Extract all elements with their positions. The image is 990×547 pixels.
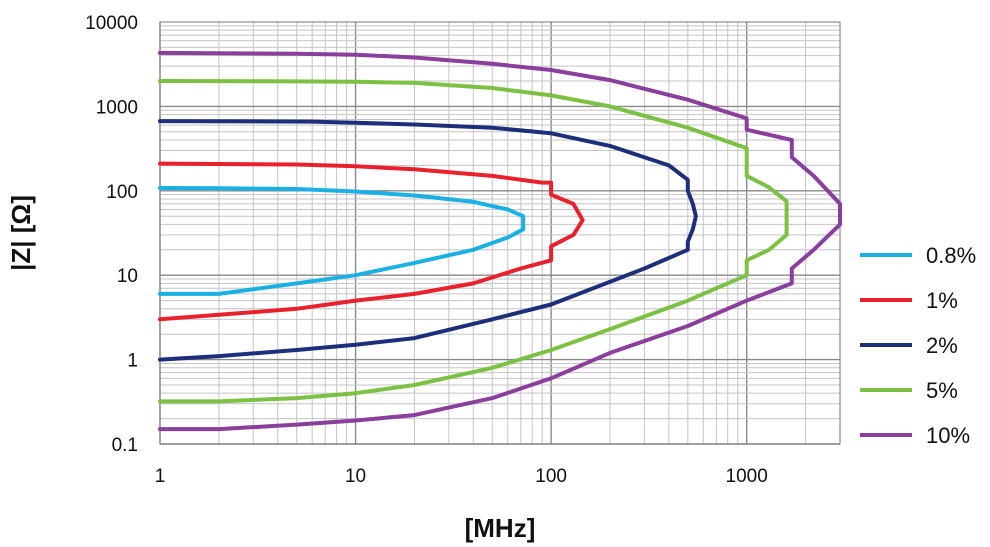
legend-label: 2% <box>926 333 958 358</box>
y-tick-label: 100 <box>106 182 138 203</box>
legend-label: 10% <box>926 423 970 448</box>
y-tick-label: 10000 <box>85 13 138 34</box>
grid <box>159 22 841 445</box>
legend-label: 1% <box>926 288 958 313</box>
series-line-5 <box>158 79 789 404</box>
legend-label: 0.8% <box>926 243 976 268</box>
legend: 0.8% 1% 2% 5% 10% <box>860 243 976 448</box>
y-tick-label: 10 <box>117 266 138 287</box>
x-tick-label: 10 <box>345 466 366 487</box>
x-tick-labels: 1 10 100 1000 <box>155 466 768 487</box>
x-tick-label: 1000 <box>726 466 768 487</box>
y-tick-label: 1 <box>127 351 138 372</box>
y-tick-label: 1000 <box>96 97 138 118</box>
y-tick-labels: 0.1 1 10 100 1000 10000 <box>85 13 138 456</box>
series-line-1 <box>158 161 585 322</box>
legend-label: 5% <box>926 378 958 403</box>
series-line-2 <box>158 119 698 362</box>
y-tick-label: 0.1 <box>112 435 138 456</box>
series-line-10 <box>158 50 842 432</box>
plot-area <box>159 21 841 445</box>
x-axis-title: [MHz] <box>465 513 536 543</box>
x-tick-label: 1 <box>155 466 166 487</box>
y-axis-title: |Z| [Ω] <box>6 195 36 271</box>
x-tick-label: 100 <box>535 466 567 487</box>
series-line-08 <box>158 186 526 296</box>
series-layer <box>158 50 842 432</box>
